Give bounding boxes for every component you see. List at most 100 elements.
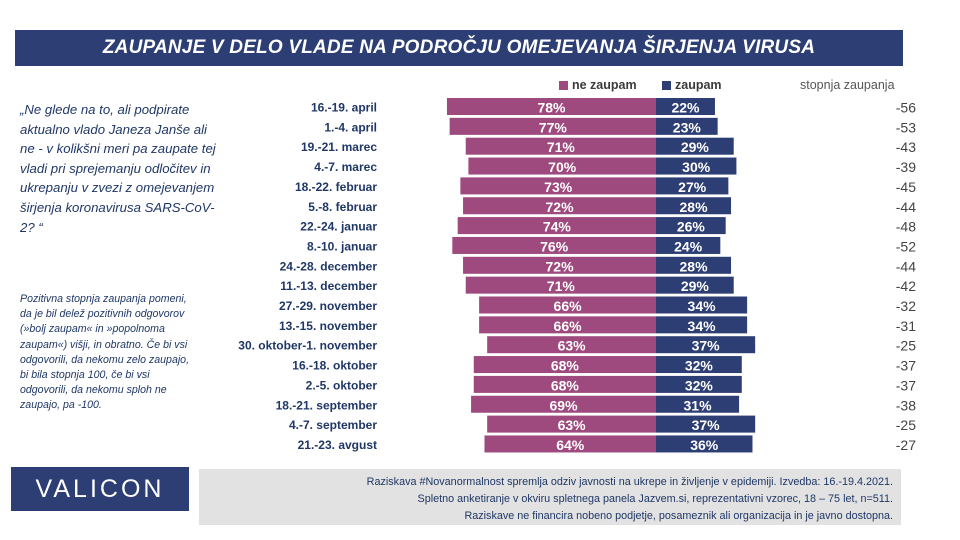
data-label-ne-zaupam: 74% bbox=[543, 219, 572, 235]
legend-label-zaupam: zaupam bbox=[675, 78, 722, 92]
bar-ne-zaupam bbox=[479, 316, 656, 334]
category-label: 18.-22. februar bbox=[295, 180, 377, 194]
category-label: 2.-5. oktober bbox=[306, 378, 378, 392]
chart-title-bar: ZAUPANJE V DELO VLADE NA PODROČJU OMEJEV… bbox=[15, 30, 903, 66]
data-label-zaupam: 29% bbox=[681, 278, 710, 294]
data-label-zaupam: 30% bbox=[682, 159, 711, 175]
score-value: -31 bbox=[896, 318, 916, 334]
bar-zaupam bbox=[656, 415, 756, 433]
data-label-ne-zaupam: 64% bbox=[556, 437, 585, 453]
score-value: -38 bbox=[896, 397, 916, 413]
data-label-zaupam: 34% bbox=[688, 298, 717, 314]
category-label: 19.-21. marec bbox=[301, 140, 377, 154]
data-label-zaupam: 29% bbox=[681, 139, 710, 155]
bar-ne-zaupam bbox=[449, 117, 656, 135]
data-label-ne-zaupam: 77% bbox=[539, 119, 568, 135]
score-value: -44 bbox=[896, 199, 916, 215]
bar-zaupam bbox=[656, 236, 721, 254]
bar-ne-zaupam bbox=[473, 375, 656, 393]
bar-zaupam bbox=[656, 217, 726, 235]
category-label: 1.-4. april bbox=[324, 120, 377, 134]
bar-ne-zaupam bbox=[479, 296, 656, 314]
legend-item-zaupam: zaupam bbox=[662, 78, 722, 92]
footer-line-3: Raziskave ne financira nobeno podjetje, … bbox=[464, 509, 893, 522]
bar-ne-zaupam bbox=[463, 256, 656, 274]
survey-question: „Ne glede na to, ali podpirate aktualno … bbox=[20, 102, 216, 235]
bar-zaupam bbox=[656, 375, 742, 393]
data-label-ne-zaupam: 70% bbox=[548, 159, 577, 175]
score-value: -32 bbox=[896, 298, 916, 314]
logo-text: VALICON bbox=[35, 474, 165, 503]
category-label: 24.-28. december bbox=[280, 259, 378, 273]
score-value: -44 bbox=[896, 258, 916, 274]
data-label-ne-zaupam: 78% bbox=[537, 100, 566, 116]
score-value: -39 bbox=[896, 159, 916, 175]
data-label-zaupam: 32% bbox=[685, 358, 714, 374]
bar-ne-zaupam bbox=[446, 98, 656, 115]
score-value: -53 bbox=[896, 119, 916, 135]
legend-item-ne-zaupam: ne zaupam bbox=[559, 78, 637, 92]
score-value: -48 bbox=[896, 219, 916, 235]
data-label-zaupam: 36% bbox=[690, 437, 719, 453]
bar-ne-zaupam bbox=[460, 177, 656, 195]
score-value: -56 bbox=[896, 100, 916, 116]
bar-ne-zaupam bbox=[465, 137, 656, 155]
category-label: 4.-7. marec bbox=[314, 160, 377, 174]
category-label: 30. oktober-1. november bbox=[238, 339, 377, 353]
data-label-ne-zaupam: 71% bbox=[547, 278, 576, 294]
category-label: 16.-19. april bbox=[311, 101, 377, 115]
bar-ne-zaupam bbox=[487, 336, 656, 354]
footer-info: Raziskava #Novanormalnost spremlja odziv… bbox=[199, 469, 901, 525]
data-label-zaupam: 27% bbox=[678, 179, 707, 195]
bar-ne-zaupam bbox=[463, 197, 656, 215]
methodology-note: Pozitivna stopnja zaupanja pomeni, da je… bbox=[20, 293, 190, 412]
data-label-ne-zaupam: 63% bbox=[558, 338, 587, 354]
score-value: -27 bbox=[896, 437, 916, 453]
bar-ne-zaupam bbox=[465, 276, 656, 294]
data-label-zaupam: 24% bbox=[674, 238, 703, 254]
bar-zaupam bbox=[656, 435, 753, 453]
bar-zaupam bbox=[656, 137, 734, 155]
score-value: -45 bbox=[896, 179, 916, 195]
data-label-ne-zaupam: 63% bbox=[558, 417, 587, 433]
footer-line-2: Spletno anketiranje v okviru spletnega p… bbox=[417, 492, 893, 505]
bar-ne-zaupam bbox=[484, 435, 656, 453]
bar-zaupam bbox=[656, 316, 748, 334]
bar-zaupam bbox=[656, 256, 732, 274]
data-label-zaupam: 28% bbox=[680, 258, 709, 274]
category-label: 18.-21. september bbox=[276, 398, 378, 412]
score-value: -42 bbox=[896, 278, 916, 294]
score-value: -37 bbox=[896, 358, 916, 374]
data-label-zaupam: 26% bbox=[677, 219, 706, 235]
category-label: 22.-24. januar bbox=[300, 220, 377, 234]
legend-label-ne-zaupam: ne zaupam bbox=[572, 78, 637, 92]
data-label-zaupam: 37% bbox=[692, 338, 721, 354]
bar-zaupam bbox=[656, 336, 756, 354]
data-label-ne-zaupam: 68% bbox=[551, 358, 580, 374]
data-label-ne-zaupam: 76% bbox=[540, 238, 569, 254]
bar-ne-zaupam bbox=[468, 157, 656, 175]
bar-ne-zaupam bbox=[457, 217, 656, 235]
data-label-zaupam: 28% bbox=[680, 199, 709, 215]
score-value: -25 bbox=[896, 417, 916, 433]
data-label-ne-zaupam: 72% bbox=[546, 199, 575, 215]
data-label-zaupam: 22% bbox=[671, 100, 700, 116]
category-label: 8.-10. januar bbox=[307, 239, 377, 253]
bar-zaupam bbox=[656, 177, 729, 195]
category-label: 4.-7. september bbox=[289, 418, 377, 432]
footer-line-1: Raziskava #Novanormalnost spremlja odziv… bbox=[366, 476, 893, 488]
data-label-zaupam: 31% bbox=[684, 397, 713, 413]
bar-zaupam bbox=[656, 197, 732, 215]
legend-score-label: stopnja zaupanja bbox=[800, 78, 895, 92]
category-label: 13.-15. november bbox=[279, 319, 377, 333]
data-label-zaupam: 37% bbox=[692, 417, 721, 433]
bar-ne-zaupam bbox=[452, 236, 656, 254]
score-value: -43 bbox=[896, 139, 916, 155]
data-label-ne-zaupam: 66% bbox=[554, 318, 583, 334]
bar-zaupam bbox=[656, 395, 740, 413]
bar-zaupam bbox=[656, 276, 734, 294]
score-value: -25 bbox=[896, 338, 916, 354]
data-label-ne-zaupam: 66% bbox=[554, 298, 583, 314]
bar-zaupam bbox=[656, 296, 748, 314]
bar-zaupam bbox=[656, 117, 718, 135]
